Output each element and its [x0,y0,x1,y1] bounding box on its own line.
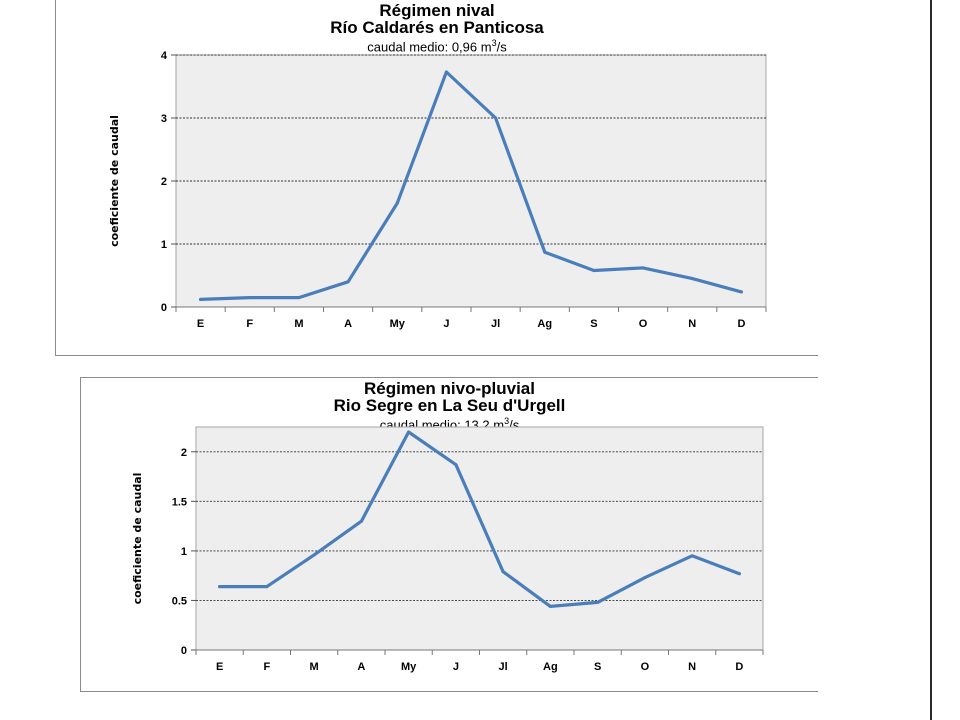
chart-title: Régimen nival [379,1,495,20]
chart-panel-nivo-pluvial: Régimen nivo-pluvial Rio Segre en La Seu… [80,377,818,692]
x-tick-label: E [197,318,204,330]
data-point [265,585,269,589]
y-tick-label: 2 [181,447,187,459]
data-point [641,266,645,270]
x-tick-label: A [357,661,365,673]
y-tick-label: 3 [161,113,167,125]
x-tick-label: Jl [491,318,500,330]
y-tick-label: 1 [181,546,187,558]
x-tick-label: N [688,661,696,673]
chart-subtitle: Rio Segre en La Seu d'Urgell [333,396,566,415]
data-point [346,280,350,284]
chart-header: Régimen nival Río Caldarés en Panticosa … [56,2,818,54]
data-point [592,268,596,272]
chart-subtitle: Río Caldarés en Panticosa [330,18,544,37]
data-point [596,600,600,604]
data-point [444,70,448,74]
x-tick-label: My [401,661,417,673]
data-point [739,290,743,294]
x-tick-label: A [344,318,352,330]
right-border-line [930,0,932,720]
x-tick-label: O [641,661,650,673]
x-tick-label: S [590,318,597,330]
data-point [737,572,741,576]
y-tick-label: 2 [161,176,167,188]
data-point [690,277,694,281]
chart-panel-nival: Régimen nival Río Caldarés en Panticosa … [55,0,818,356]
y-tick-label: 0 [161,302,167,314]
x-tick-label: F [246,318,253,330]
data-point [199,297,203,301]
x-tick-label: D [737,318,745,330]
data-point [543,250,547,254]
x-tick-label: N [688,318,696,330]
series-line [199,70,744,301]
y-tick-label: 1.5 [172,496,187,508]
series-line [218,430,742,608]
x-tick-label: Ag [537,318,552,330]
y-tick-label: 0.5 [172,595,187,607]
data-point [643,576,647,580]
x-tick-label: M [294,318,303,330]
data-point [494,116,498,120]
data-point [407,430,411,434]
x-tick-label: M [310,661,319,673]
data-point [218,585,222,589]
x-tick-label: J [443,318,449,330]
x-tick-label: E [216,661,223,673]
x-tick-label: O [639,318,648,330]
data-point [312,553,316,557]
data-point [548,604,552,608]
y-tick-label: 0 [181,645,187,657]
x-tick-label: Ag [543,661,558,673]
y-tick-label: 1 [161,239,167,251]
data-point [359,519,363,523]
chart-note: caudal medio: 0,96 m3/s [367,38,507,55]
y-axis-label: coeficiente de caudal [131,473,144,605]
data-point [501,570,505,574]
x-tick-label: D [735,661,743,673]
data-point [690,554,694,558]
x-tick-label: Jl [499,661,508,673]
chart-title: Régimen nivo-pluvial [364,379,535,398]
data-point [454,463,458,467]
data-point [395,201,399,205]
x-tick-label: My [390,318,406,330]
data-point [297,296,301,300]
x-tick-label: J [453,661,459,673]
y-tick-label: 4 [161,50,168,62]
data-point [248,296,252,300]
x-tick-label: F [264,661,271,673]
y-axis-label: coeficiente de caudal [108,115,121,247]
x-tick-label: S [594,661,601,673]
plot-area [195,426,764,651]
